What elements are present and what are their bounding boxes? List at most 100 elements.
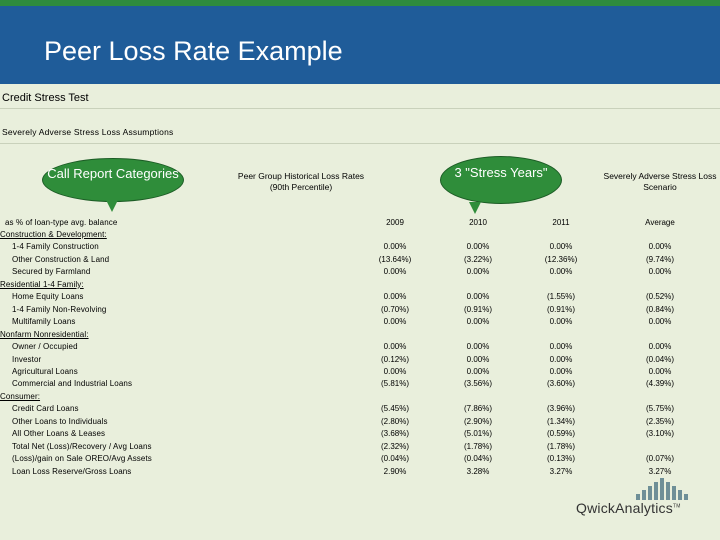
logo-name: QwickAnalytics <box>576 500 673 516</box>
table-cell: (5.75%) <box>645 404 674 414</box>
assumptions-title: Severely Adverse Stress Loss Assumptions <box>2 127 174 137</box>
table-cell: (2.35%) <box>645 416 674 426</box>
table-cell: 0.00% <box>466 292 490 302</box>
table-cell: (5.01%) <box>463 429 492 439</box>
table-cell: (0.13%) <box>546 454 575 464</box>
logo-bar <box>684 494 688 500</box>
table-cell: (0.70%) <box>380 304 409 314</box>
table-cell: 0.00% <box>383 366 407 376</box>
table-cell: 0.00% <box>466 366 490 376</box>
table-cell: 0.00% <box>466 342 490 352</box>
table-cell: (3.68%) <box>380 429 409 439</box>
callout-pointer <box>469 202 481 214</box>
row-label: Credit Card Loans <box>12 404 79 414</box>
slide-title: Peer Loss Rate Example <box>44 36 343 66</box>
callout-text: Call Report Categories <box>47 166 179 181</box>
table-cell: 0.00% <box>648 342 672 352</box>
grid-line <box>0 143 720 144</box>
row-label: Loan Loss Reserve/Gross Loans <box>12 466 132 476</box>
table-cell: 0.00% <box>648 317 672 327</box>
table-cell: (12.36%) <box>544 254 578 264</box>
table-cell: (1.78%) <box>463 441 492 451</box>
row-label: (Loss)/gain on Sale OREO/Avg Assets <box>12 454 152 464</box>
table-cell: 0.00% <box>549 317 573 327</box>
table-cell: 0.00% <box>383 267 407 277</box>
row-label: Investor <box>12 354 42 364</box>
logo-bar <box>660 478 664 500</box>
table-cell: 0.00% <box>466 242 490 252</box>
table-cell: 3.27% <box>549 466 573 476</box>
table-cell: (1.55%) <box>546 292 575 302</box>
section-label: Nonfarm Nonresidential: <box>0 329 89 339</box>
row-label: Commercial and Industrial Loans <box>12 379 133 389</box>
table-cell: (0.04%) <box>380 454 409 464</box>
callout-text: 3 "Stress Years" <box>454 165 548 180</box>
grid-line <box>0 108 720 109</box>
severely-adverse-header: Severely Adverse Stress Loss Scenario <box>603 171 717 192</box>
row-label: All Other Loans & Leases <box>12 429 106 439</box>
logo-bar <box>666 482 670 500</box>
table-cell: 0.00% <box>466 267 490 277</box>
table-cell: 0.00% <box>648 267 672 277</box>
table-cell: 0.00% <box>648 242 672 252</box>
column-header-average: Average <box>645 218 675 227</box>
qwickanalytics-logo: QwickAnalyticsTM <box>576 500 681 516</box>
table-cell: 0.00% <box>466 354 490 364</box>
table-cell: (0.59%) <box>546 429 575 439</box>
row-label: Home Equity Loans <box>12 292 84 302</box>
logo-bar <box>672 486 676 500</box>
table-cell: 0.00% <box>383 242 407 252</box>
table-cell: (0.12%) <box>380 354 409 364</box>
table-cell: 0.00% <box>383 342 407 352</box>
logo-bar <box>648 486 652 500</box>
slide-header: Peer Loss Rate Example <box>0 6 720 84</box>
section-label: Residential 1-4 Family: <box>0 279 84 289</box>
sheet-title: Credit Stress Test <box>2 92 89 104</box>
row-label: Agricultural Loans <box>12 366 78 376</box>
row-label: Multifamily Loans <box>12 317 76 327</box>
row-label: Other Construction & Land <box>12 254 110 264</box>
table-cell: (7.86%) <box>463 404 492 414</box>
table-cell: (0.91%) <box>546 304 575 314</box>
table-cell: (3.22%) <box>463 254 492 264</box>
table-cell: (9.74%) <box>645 254 674 264</box>
section-label: Construction & Development: <box>0 230 107 239</box>
column-header-2011: 2011 <box>552 218 570 227</box>
table-cell: (3.60%) <box>546 379 575 389</box>
table-cell: (13.64%) <box>378 254 412 264</box>
qwickanalytics-logo-icon <box>636 478 690 500</box>
table-cell: (0.07%) <box>645 454 674 464</box>
logo-bar <box>654 482 658 500</box>
table-cell: (1.34%) <box>546 416 575 426</box>
row-label: 1-4 Family Non-Revolving <box>12 304 107 314</box>
table-cell: 0.00% <box>549 242 573 252</box>
peer-group-header: Peer Group Historical Loss Rates (90th P… <box>237 171 365 192</box>
row-label: Other Loans to Individuals <box>12 416 108 426</box>
logo-bar <box>642 490 646 500</box>
table-cell: (0.52%) <box>645 292 674 302</box>
callout-pointer <box>106 200 118 212</box>
column-header-2010: 2010 <box>469 218 487 227</box>
table-cell: 0.00% <box>383 292 407 302</box>
table-cell: (5.81%) <box>380 379 409 389</box>
table-cell: 0.00% <box>466 317 490 327</box>
table-cell: (4.39%) <box>645 379 674 389</box>
row-label: Total Net (Loss)/Recovery / Avg Loans <box>12 441 152 451</box>
table-cell: (3.56%) <box>463 379 492 389</box>
table-cell: 2.90% <box>383 466 407 476</box>
column-header-2009: 2009 <box>386 218 404 227</box>
table-cell: (2.80%) <box>380 416 409 426</box>
table-cell: 0.00% <box>648 366 672 376</box>
logo-trademark: TM <box>672 503 681 510</box>
table-cell: (1.78%) <box>546 441 575 451</box>
table-cell: (0.91%) <box>463 304 492 314</box>
table-cell: 3.28% <box>466 466 490 476</box>
row-label: Secured by Farmland <box>12 267 91 277</box>
row-label: 1-4 Family Construction <box>12 242 99 252</box>
row-label: Owner / Occupied <box>12 342 78 352</box>
table-cell: 0.00% <box>549 342 573 352</box>
table-cell: (3.96%) <box>546 404 575 414</box>
table-cell: (3.10%) <box>645 429 674 439</box>
top-accent-stripe <box>0 0 720 6</box>
logo-bar <box>636 494 640 500</box>
